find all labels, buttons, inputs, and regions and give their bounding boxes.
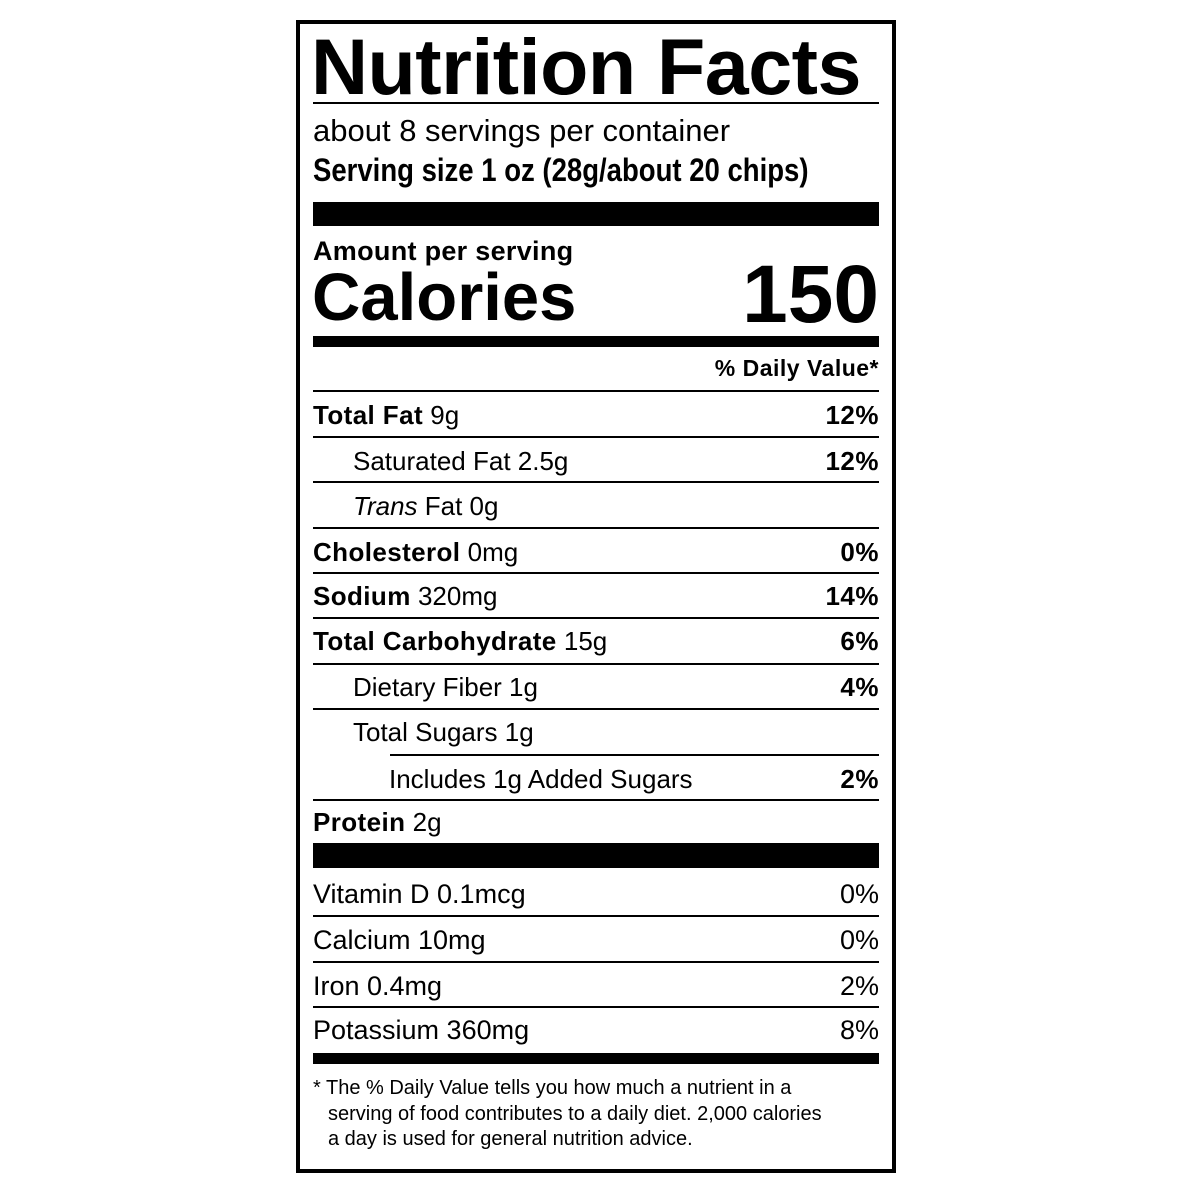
- nutrient-amount: 15g: [563, 625, 608, 656]
- amount-per-serving: Amount per serving: [313, 236, 574, 266]
- divider-medium: [313, 1053, 879, 1064]
- divider-thin: [313, 708, 879, 710]
- calories-value: 150: [742, 249, 879, 340]
- nutrient-dv: 2%: [840, 763, 879, 794]
- vitamin-dv: 0%: [839, 879, 879, 909]
- nutrient-row-cholesterol: Cholesterol 0mg 0%: [313, 529, 879, 574]
- nutrient-name: Total Carbohydrate: [313, 625, 557, 656]
- servings-per-container: about 8 servings per container: [313, 113, 731, 148]
- nutrient-name: Saturated Fat 2.5g: [353, 445, 569, 476]
- nutrient-dv: 0%: [840, 536, 879, 567]
- nutrient-name-italic: Trans: [353, 490, 418, 521]
- divider-thin: [313, 436, 879, 438]
- nutrient-row-total-sugars: Total Sugars 1g: [313, 709, 879, 754]
- footnote: * The % Daily Value tells you how much a…: [313, 1076, 873, 1153]
- nutrient-dv: 12%: [825, 399, 879, 430]
- nutrient-dv: 4%: [840, 671, 879, 702]
- divider-thin: [313, 572, 879, 574]
- footnote-line: * The % Daily Value tells you how much a…: [313, 1077, 792, 1099]
- divider-thick: [313, 843, 879, 868]
- nutrient-row-added-sugars: Includes 1g Added Sugars 2%: [313, 756, 879, 801]
- vitamin-row-potassium: Potassium 360mg 8%: [313, 1007, 879, 1053]
- nutrient-name: Total Fat: [313, 399, 423, 430]
- nutrient-name: Cholesterol: [313, 536, 461, 567]
- divider-thin: [313, 527, 879, 529]
- divider-thin: [313, 1006, 879, 1008]
- divider-thin: [313, 799, 879, 801]
- vitamin-dv: 8%: [839, 1015, 879, 1045]
- vitamin-row-calcium: Calcium 10mg 0%: [313, 917, 879, 963]
- nutrient-amount: 9g: [430, 399, 460, 430]
- divider-thin: [313, 102, 879, 104]
- vitamin-row-vitamin-d: Vitamin D 0.1mcg 0%: [313, 871, 879, 917]
- nutrient-name: Sodium: [313, 580, 411, 611]
- nutrient-row-total-carbohydrate: Total Carbohydrate 15g 6%: [313, 618, 879, 663]
- label-title: Nutrition Facts: [311, 22, 861, 111]
- daily-value-header: % Daily Value*: [714, 355, 879, 381]
- divider-thin: [313, 663, 879, 665]
- nutrient-row-protein: Protein 2g: [313, 799, 879, 844]
- vitamin-name: Calcium 10mg: [313, 925, 486, 955]
- nutrient-dv: 14%: [825, 580, 879, 611]
- divider-thin: [313, 390, 879, 392]
- nutrient-name: Total Sugars 1g: [353, 716, 534, 747]
- nutrient-name: Protein: [313, 806, 406, 837]
- nutrient-amount: 0mg: [467, 536, 519, 567]
- nutrient-amount: 2g: [412, 806, 442, 837]
- vitamin-name: Potassium 360mg: [313, 1015, 530, 1045]
- footnote-line: serving of food contributes to a daily d…: [328, 1102, 822, 1125]
- nutrient-row-total-fat: Total Fat 9g 12%: [313, 392, 879, 437]
- nutrient-name: Includes 1g Added Sugars: [389, 763, 693, 794]
- divider-thin: [313, 481, 879, 483]
- nutrient-row-sodium: Sodium 320mg 14%: [313, 573, 879, 618]
- nutrient-dv: 6%: [840, 625, 879, 656]
- nutrient-row-dietary-fiber: Dietary Fiber 1g 4%: [313, 664, 879, 709]
- vitamin-dv: 0%: [839, 925, 879, 955]
- nutrient-row-saturated-fat: Saturated Fat 2.5g 12%: [313, 438, 879, 483]
- vitamin-row-iron: Iron 0.4mg 2%: [313, 963, 879, 1009]
- nutrient-name: Fat 0g: [424, 490, 499, 521]
- vitamin-dv: 2%: [839, 971, 879, 1001]
- serving-size: Serving size 1 oz (28g/about 20 chips): [313, 152, 809, 188]
- footnote-line: a day is used for general nutrition advi…: [328, 1128, 693, 1150]
- divider-thin: [313, 961, 879, 963]
- divider-thin-indented: [390, 754, 879, 756]
- divider-thin: [313, 617, 879, 619]
- divider-thick: [313, 202, 879, 226]
- calories-label: Calories: [312, 260, 577, 335]
- nutrient-amount: 320mg: [417, 580, 498, 611]
- vitamin-name: Iron 0.4mg: [313, 971, 443, 1001]
- nutrient-name: Dietary Fiber 1g: [353, 671, 538, 702]
- nutrient-row-trans-fat: Trans Fat 0g: [313, 483, 879, 528]
- divider-medium: [313, 336, 879, 347]
- nutrient-dv: 12%: [825, 445, 879, 476]
- vitamin-name: Vitamin D 0.1mcg: [313, 879, 526, 909]
- divider-thin: [313, 915, 879, 917]
- nutrition-label-border: [296, 20, 896, 1173]
